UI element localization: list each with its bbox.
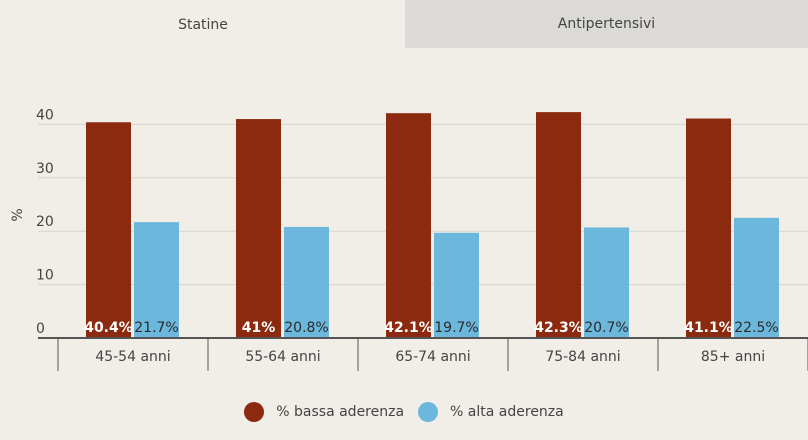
chart-legend: % bassa aderenza % alta aderenza bbox=[0, 398, 808, 426]
y-tick-label: 20 bbox=[36, 214, 54, 230]
data-label-low: 40.4% bbox=[84, 320, 133, 336]
data-label-high: 20.7% bbox=[584, 320, 628, 336]
legend-label-high: % alta aderenza bbox=[450, 404, 564, 420]
legend-item-high[interactable]: % alta aderenza bbox=[418, 402, 564, 422]
tab-antipertensivi[interactable]: Antipertensivi bbox=[405, 0, 808, 48]
bar-high[interactable] bbox=[134, 222, 179, 338]
bar-low[interactable] bbox=[86, 122, 131, 338]
x-tick-label: 45-54 anni bbox=[95, 349, 170, 365]
data-label-low: 42.1% bbox=[384, 320, 433, 336]
y-tick-label: 40 bbox=[36, 107, 54, 123]
tab-bar: Statine Antipertensivi bbox=[0, 0, 808, 48]
x-tick-label: 85+ anni bbox=[701, 349, 765, 365]
y-tick-label: 0 bbox=[36, 321, 45, 337]
bar-low[interactable] bbox=[536, 112, 581, 338]
legend-item-low[interactable]: % bassa aderenza bbox=[244, 402, 404, 422]
legend-swatch-high bbox=[418, 402, 439, 422]
data-label-high: 21.7% bbox=[134, 320, 178, 336]
data-label-high: 20.8% bbox=[284, 320, 328, 336]
tab-statine[interactable]: Statine bbox=[3, 2, 403, 48]
bar-high[interactable] bbox=[434, 232, 479, 338]
bar-low[interactable] bbox=[686, 118, 731, 338]
data-label-low: 41.1% bbox=[684, 320, 733, 336]
data-label-low: 42.3% bbox=[534, 320, 583, 336]
x-tick-label: 65-74 anni bbox=[395, 349, 470, 365]
bar-high[interactable] bbox=[734, 217, 779, 338]
legend-label-low: % bassa aderenza bbox=[276, 404, 405, 420]
bar-low[interactable] bbox=[236, 119, 281, 338]
bar-low[interactable] bbox=[386, 113, 431, 338]
y-axis-label: % bbox=[10, 208, 26, 221]
data-label-low: 41% bbox=[242, 320, 276, 336]
data-label-high: 22.5% bbox=[734, 320, 778, 336]
x-tick-label: 55-64 anni bbox=[245, 349, 320, 365]
y-tick-label: 10 bbox=[36, 268, 54, 284]
bar-chart: 0 10 20 30 40% 40.4% 21.7% 45-54 anni 41% 20.8% 55… bbox=[10, 107, 808, 371]
data-label-high: 19.7% bbox=[434, 320, 478, 336]
bar-high[interactable] bbox=[284, 226, 329, 338]
bar-high[interactable] bbox=[584, 227, 629, 338]
y-tick-label: 30 bbox=[36, 161, 54, 177]
legend-swatch-low bbox=[244, 402, 265, 422]
x-tick-label: 75-84 anni bbox=[545, 349, 620, 365]
